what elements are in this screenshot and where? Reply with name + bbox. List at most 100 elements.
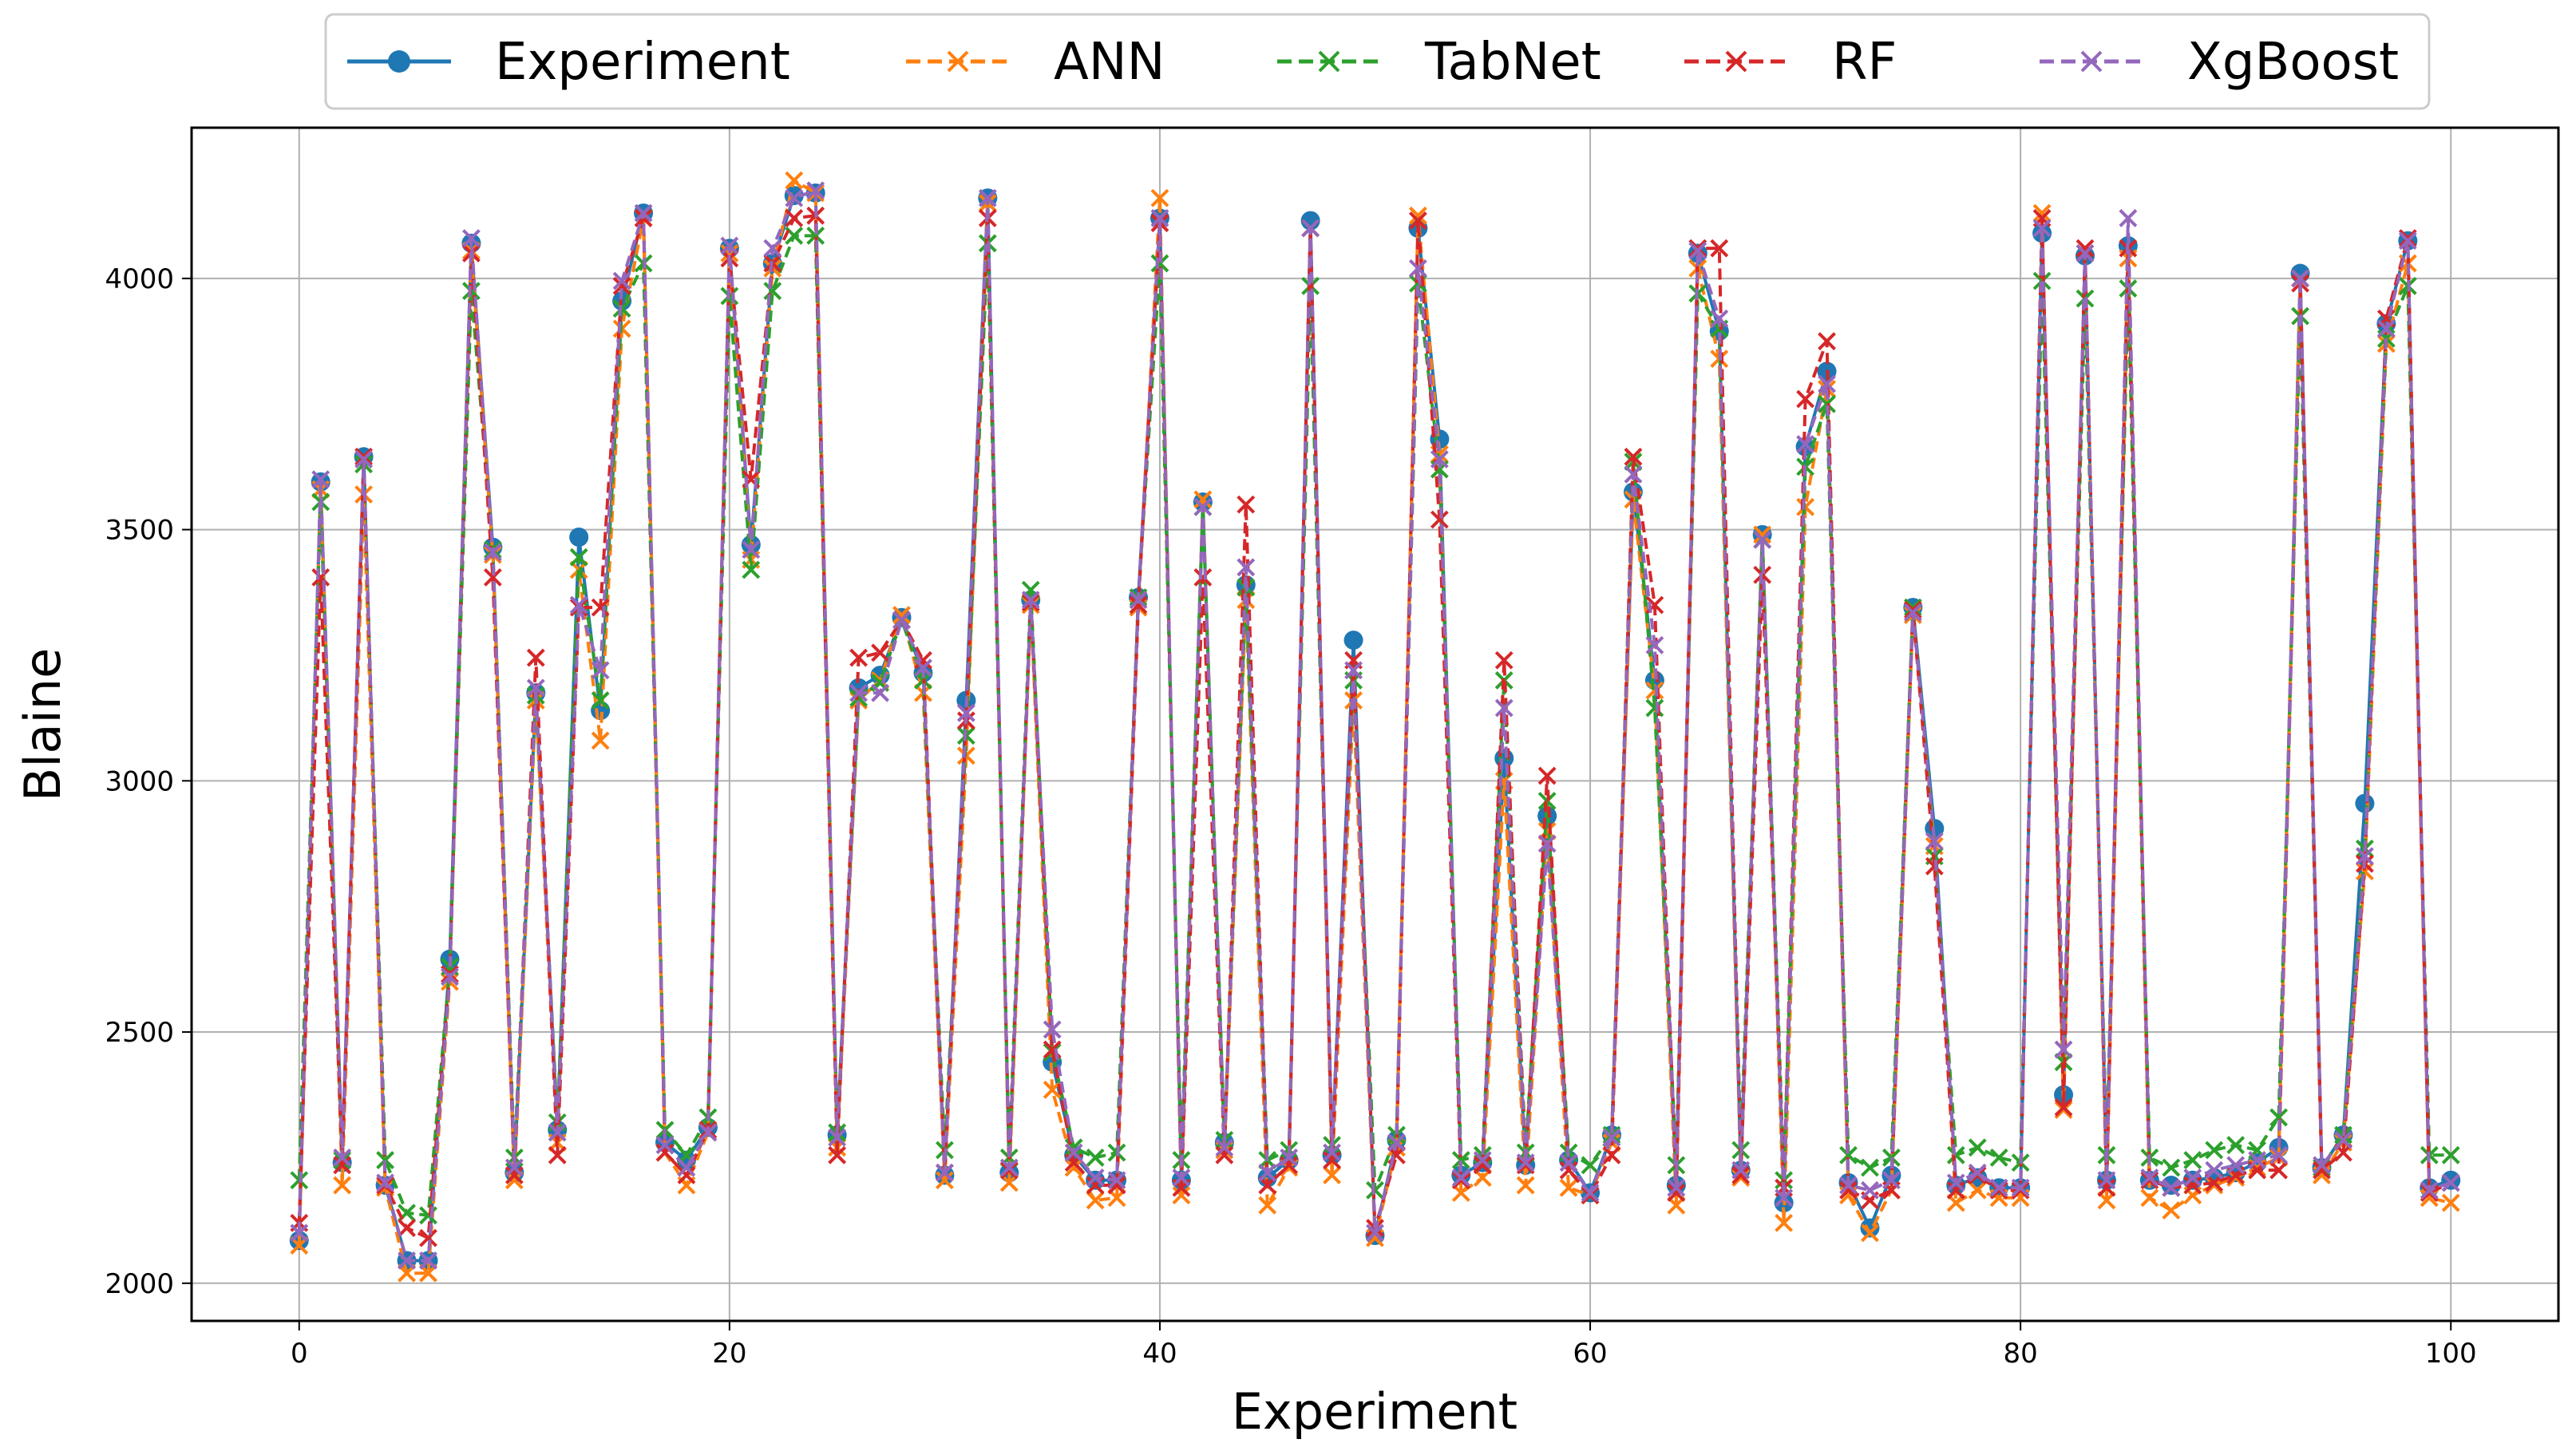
data-point-rf xyxy=(1903,600,1922,619)
data-point-tabnet xyxy=(2183,1151,2202,1169)
legend-label-tabnet: TabNet xyxy=(1424,33,1601,92)
data-point-xgboost xyxy=(1581,1184,1600,1202)
data-point-ann xyxy=(1172,1186,1191,1205)
data-point-tabnet xyxy=(806,226,825,245)
data-point-tabnet xyxy=(1989,1149,2008,1167)
data-point-tabnet xyxy=(1968,1138,1987,1157)
data-point-xgboost xyxy=(655,1136,675,1155)
data-point-xgboost xyxy=(2162,1178,2181,1197)
data-point-ann xyxy=(1968,1180,1987,1200)
data-point-rf xyxy=(2269,1160,2289,1180)
data-point-xgboost xyxy=(354,450,374,469)
data-point-rf xyxy=(849,648,869,667)
data-point-experiment xyxy=(569,528,589,548)
data-point-tabnet xyxy=(2162,1158,2181,1177)
y-tick-label: 4000 xyxy=(105,263,174,295)
data-point-xgboost xyxy=(1731,1160,1751,1180)
data-point-ann xyxy=(2162,1201,2181,1220)
data-point-xgboost xyxy=(441,967,459,986)
data-point-ann xyxy=(333,1176,352,1195)
data-point-tabnet xyxy=(2441,1145,2460,1164)
data-point-experiment xyxy=(1343,631,1363,650)
data-point-tabnet xyxy=(1946,1145,1965,1164)
y-tick-label: 2500 xyxy=(105,1017,174,1049)
x-tick-label: 0 xyxy=(291,1338,308,1370)
data-point-xgboost xyxy=(1430,450,1449,469)
legend-marker-experiment xyxy=(388,50,410,73)
data-point-xgboost xyxy=(461,229,481,247)
data-point-ann xyxy=(1086,1191,1105,1210)
data-point-rf xyxy=(655,1143,675,1162)
data-point-xgboost xyxy=(978,188,997,208)
data-point-xgboost xyxy=(1537,834,1557,853)
x-tick-label: 40 xyxy=(1142,1338,1177,1370)
data-point-xgboost xyxy=(1344,661,1363,680)
data-point-rf xyxy=(871,643,889,662)
data-point-xgboost xyxy=(2291,269,2309,288)
data-point-xgboost xyxy=(828,1128,847,1147)
legend-entry-ann: ANN xyxy=(906,33,1165,92)
data-point-tabnet xyxy=(742,560,761,579)
data-point-xgboost xyxy=(2097,1171,2116,1190)
y-tick-label: 2000 xyxy=(105,1268,174,1300)
data-point-xgboost xyxy=(1301,219,1320,238)
data-point-ann xyxy=(892,606,911,625)
data-point-ann xyxy=(1323,1166,1342,1184)
data-point-xgboost xyxy=(2334,1130,2352,1149)
data-point-xgboost xyxy=(2313,1156,2331,1175)
data-point-xgboost xyxy=(1215,1138,1234,1157)
data-point-rf xyxy=(333,1156,352,1175)
x-axis-title: Experiment xyxy=(1232,1382,1518,1441)
data-point-ann xyxy=(1731,1168,1751,1188)
data-point-xgboost xyxy=(591,661,610,680)
data-point-rf xyxy=(1193,567,1213,587)
data-point-xgboost xyxy=(1602,1128,1621,1147)
data-point-ann xyxy=(1753,525,1772,544)
data-point-ann xyxy=(1408,206,1427,225)
data-point-xgboost xyxy=(956,703,975,722)
data-point-rf xyxy=(1559,1160,1578,1180)
data-point-xgboost xyxy=(2183,1168,2202,1188)
data-point-xgboost xyxy=(483,543,502,562)
data-point-xgboost xyxy=(2032,219,2052,238)
data-point-rf xyxy=(1667,1184,1686,1202)
data-point-xgboost xyxy=(1193,497,1213,516)
data-point-rf xyxy=(505,1166,524,1184)
data-point-rf xyxy=(2313,1160,2331,1180)
data-point-rf xyxy=(2097,1178,2116,1197)
data-point-rf xyxy=(2140,1171,2159,1190)
data-point-xgboost xyxy=(569,595,588,615)
data-point-xgboost xyxy=(1925,832,1944,851)
legend-marker-rf xyxy=(1725,50,1747,73)
y-tick-label: 3500 xyxy=(105,515,174,547)
legend-entry-xgboost: XgBoost xyxy=(2040,33,2399,92)
data-point-xgboost xyxy=(1366,1224,1384,1243)
data-point-rf xyxy=(1215,1145,1234,1164)
data-point-xgboost xyxy=(1064,1143,1083,1162)
data-point-xgboost xyxy=(1946,1173,1965,1192)
data-point-xgboost xyxy=(1516,1153,1535,1172)
data-point-ann xyxy=(2140,1188,2159,1208)
data-point-tabnet xyxy=(1861,1158,1879,1177)
data-point-xgboost xyxy=(2248,1151,2267,1169)
data-point-xgboost xyxy=(1043,1020,1062,1039)
data-point-ann xyxy=(2355,862,2374,881)
data-point-experiment xyxy=(1086,1170,1106,1190)
data-point-tabnet xyxy=(1581,1156,1600,1175)
data-point-rf xyxy=(1688,239,1707,258)
data-point-ann xyxy=(1064,1158,1083,1177)
data-point-xgboost xyxy=(892,611,911,630)
data-point-xgboost xyxy=(1624,465,1643,484)
data-point-rf xyxy=(1473,1156,1492,1175)
data-point-xgboost xyxy=(1818,374,1836,393)
y-axis-title: Blaine xyxy=(14,648,72,801)
data-point-xgboost xyxy=(1688,241,1707,260)
data-point-xgboost xyxy=(742,540,761,559)
data-point-xgboost xyxy=(1710,309,1729,328)
data-point-rf xyxy=(1494,650,1514,670)
data-point-xgboost xyxy=(333,1149,352,1167)
data-point-rf xyxy=(1731,1166,1751,1184)
data-point-xgboost xyxy=(785,188,804,208)
data-point-tabnet xyxy=(1839,1145,1858,1164)
